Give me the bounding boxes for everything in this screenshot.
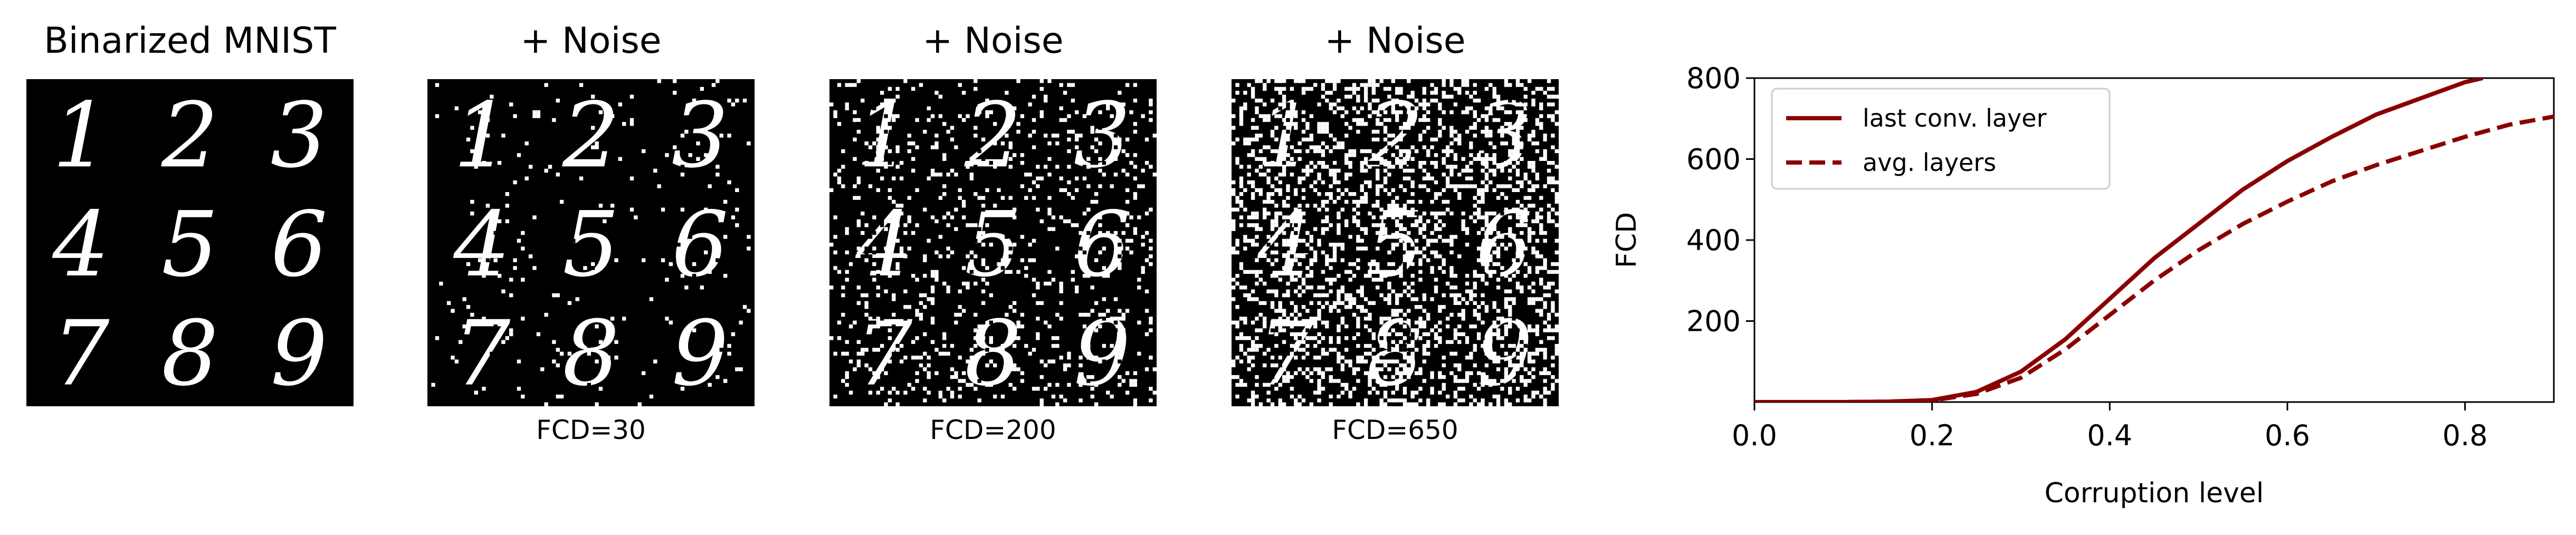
legend-label: last conv. layer (1863, 104, 2047, 132)
x-tick-label: 0.0 (1732, 419, 1777, 452)
y-tick-label: 800 (1686, 62, 1741, 95)
x-tick-label: 0.2 (1910, 419, 1955, 452)
digit-glyph: 4 (52, 193, 109, 297)
panel-title-noise-3: + Noise (1324, 20, 1466, 62)
digit-glyph: 3 (271, 83, 328, 188)
fcd-caption-2: FCD=200 (930, 415, 1056, 445)
panel-title-noise-2: + Noise (922, 20, 1064, 62)
fcd-caption-3: FCD=650 (1332, 415, 1458, 445)
x-tick-label: 0.6 (2265, 419, 2310, 452)
digit-glyph: 6 (271, 193, 328, 297)
y-axis-label: FCD (1611, 212, 1643, 268)
chart-legend: last conv. layer avg. layers (1771, 88, 2111, 190)
panel-title-noise-1: + Noise (520, 20, 662, 62)
noise-pixels (829, 79, 1157, 406)
noise-pixels (431, 79, 751, 406)
legend-label: avg. layers (1863, 148, 1996, 177)
y-tick-label: 200 (1686, 305, 1741, 338)
x-tick-label: 0.4 (2087, 419, 2132, 452)
digit-glyph: 8 (161, 302, 218, 406)
y-tick-label: 400 (1686, 224, 1741, 257)
fcd-caption-1: FCD=30 (536, 415, 646, 445)
y-tick-label: 600 (1686, 143, 1741, 176)
x-tick-label: 0.8 (2443, 419, 2488, 452)
digit-glyph: 9 (271, 302, 328, 406)
digit-glyph: 1 (52, 83, 109, 188)
digit-glyph: 5 (562, 193, 619, 297)
digit-glyph: 2 (161, 83, 218, 188)
x-axis-label: Corruption level (2045, 477, 2264, 509)
digit-glyph: 2 (562, 83, 619, 188)
panel-title-original: Binarized MNIST (44, 20, 336, 62)
digit-glyph: 4 (453, 193, 510, 297)
noise-pixels (1232, 79, 1559, 406)
digit-glyph: 7 (52, 302, 109, 406)
digit-glyph: 1 (453, 83, 510, 188)
digit-glyph: 5 (161, 193, 218, 297)
series-line-avg-layers (1754, 114, 2554, 402)
